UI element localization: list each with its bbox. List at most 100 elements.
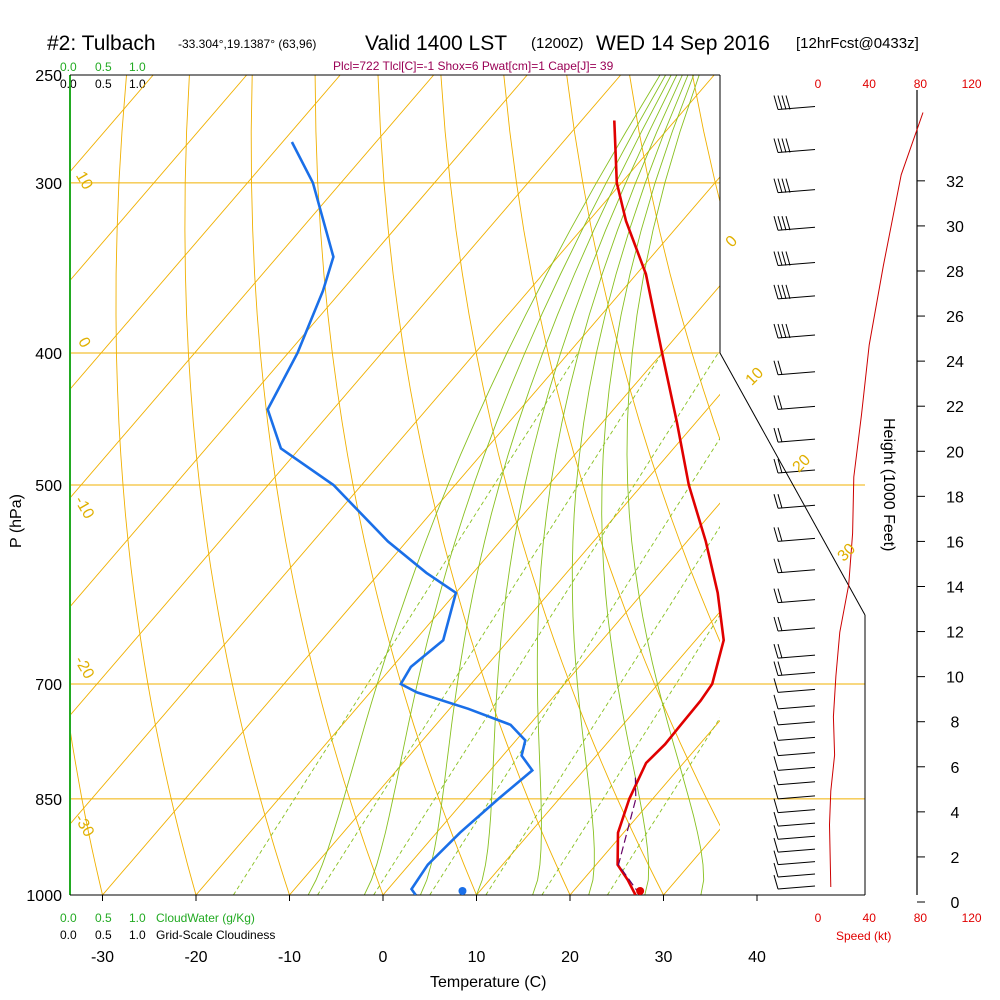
barb-flag-2-1 bbox=[777, 178, 783, 193]
barb-shaft-16 bbox=[777, 654, 816, 659]
moist-adiabat-7 bbox=[626, 75, 705, 895]
h-tick-26: 26 bbox=[946, 309, 964, 326]
station-coords: -33.304°,19.1387° (63,96) bbox=[178, 37, 316, 51]
barb-shaft-30 bbox=[777, 861, 816, 866]
h-tick-28: 28 bbox=[946, 264, 964, 281]
cw-top-0: 0.0 bbox=[60, 60, 77, 74]
barb-flag-0-2 bbox=[781, 95, 787, 110]
isotherm--10 bbox=[289, 393, 720, 895]
h-tick-2: 2 bbox=[951, 850, 960, 867]
cl-bot-1: 1.0 bbox=[129, 928, 146, 942]
p-tick-700: 700 bbox=[35, 677, 62, 694]
isotherm-label-0: 10 bbox=[72, 169, 96, 193]
barb-shaft-17 bbox=[777, 672, 816, 677]
mixing-line-0 bbox=[233, 352, 579, 895]
barb-shaft-18 bbox=[777, 688, 816, 693]
barb-flag-2-0 bbox=[773, 178, 779, 193]
barb-flag-14-0 bbox=[773, 588, 779, 603]
barb-flag-1-3 bbox=[785, 138, 791, 153]
adiabat--30 bbox=[70, 726, 103, 895]
isotherm--50 bbox=[70, 75, 622, 717]
barb-flag-1-2 bbox=[781, 138, 787, 153]
axis-labels: -30 -20 -10 0 10 20 30 400246810121416182022242… bbox=[71, 77, 982, 966]
barb-flag-19-0 bbox=[773, 694, 779, 709]
h-tick-10: 10 bbox=[946, 670, 964, 687]
isotherm-0 bbox=[382, 502, 720, 895]
series-temperature bbox=[613, 120, 726, 895]
barb-shaft-26 bbox=[777, 809, 816, 814]
moist-adiabat-3 bbox=[476, 75, 678, 895]
adiabat--20 bbox=[115, 75, 197, 895]
barb-shaft-21 bbox=[777, 736, 816, 741]
adiabat--10 bbox=[184, 75, 290, 895]
barb-flag-2-3 bbox=[785, 178, 791, 193]
barb-flag-6-2 bbox=[781, 323, 787, 339]
forecast-info: [12hrFcst@0433z] bbox=[796, 35, 919, 52]
h-tick-4: 4 bbox=[951, 805, 960, 822]
barb-shaft-4 bbox=[777, 262, 816, 267]
h-tick-8: 8 bbox=[951, 715, 960, 732]
barb-shaft-6 bbox=[777, 334, 816, 339]
series-dewpoint bbox=[266, 141, 535, 895]
barb-flag-23-0 bbox=[773, 756, 779, 771]
mixing-ratio-lines: 1 2 3 5 8 12 20 bbox=[233, 75, 720, 923]
barb-flag-12-0 bbox=[773, 527, 779, 542]
isotherm--60 bbox=[70, 75, 528, 608]
barb-flag-16-0 bbox=[773, 643, 779, 659]
moist-adiabat-6 bbox=[601, 75, 695, 895]
barb-shaft-10 bbox=[777, 469, 816, 474]
speed-top-0: 0 bbox=[815, 77, 822, 91]
barb-shaft-27 bbox=[777, 822, 816, 827]
barb-flag-17-1 bbox=[777, 661, 783, 676]
mixing-line-5 bbox=[541, 614, 720, 895]
x-tick--30: -30 bbox=[91, 949, 114, 966]
barb-flag-11-0 bbox=[773, 494, 779, 509]
barb-flag-32-0 bbox=[773, 874, 779, 890]
h-tick-12: 12 bbox=[946, 625, 964, 642]
series-parcel bbox=[617, 777, 641, 895]
sounding-series bbox=[266, 120, 726, 895]
barb-shaft-1 bbox=[777, 149, 816, 154]
mixing-label-5: 5 bbox=[415, 904, 432, 921]
surface-temp-dot bbox=[636, 887, 645, 895]
isotherm-label-2: -10 bbox=[71, 493, 97, 522]
x-tick-0: 0 bbox=[379, 949, 388, 966]
barb-flag-10-0 bbox=[773, 458, 779, 474]
barb-flag-13-0 bbox=[773, 558, 779, 573]
right-edge-diagonal bbox=[719, 352, 866, 616]
isotherm-label-4: -30 bbox=[71, 811, 97, 840]
h-tick-14: 14 bbox=[946, 579, 964, 596]
barb-flag-3-0 bbox=[773, 216, 779, 231]
p-tick-850: 850 bbox=[35, 792, 62, 809]
wind-speed-profile bbox=[828, 112, 924, 888]
cloudiness-label: Grid-Scale Cloudiness bbox=[156, 928, 275, 942]
barb-shaft-8 bbox=[777, 405, 816, 410]
h-tick-30: 30 bbox=[946, 219, 964, 236]
valid-time: Valid 1400 LST bbox=[365, 32, 507, 55]
mixing-label-3: 3 bbox=[352, 904, 369, 921]
barb-flag-7-1 bbox=[777, 360, 783, 375]
speed-bot-120: 120 bbox=[962, 911, 982, 925]
barb-flag-1-1 bbox=[777, 138, 783, 153]
barb-flag-20-0 bbox=[773, 710, 779, 725]
mixing-label-12: 12 bbox=[534, 901, 556, 923]
barb-flag-31-0 bbox=[773, 862, 779, 878]
barb-flag-9-0 bbox=[773, 427, 779, 443]
barb-shaft-5 bbox=[777, 295, 816, 300]
p-tick-400: 400 bbox=[35, 346, 62, 363]
isotherm-50 bbox=[851, 75, 1000, 895]
barb-flag-4-2 bbox=[781, 251, 787, 266]
plot-frame bbox=[69, 74, 918, 896]
isotherm--80 bbox=[70, 75, 341, 390]
barb-flag-12-1 bbox=[777, 527, 783, 542]
barb-shaft-3 bbox=[777, 226, 816, 231]
speed-axis-title: Speed (kt) bbox=[836, 929, 891, 943]
h-tick-0: 0 bbox=[951, 895, 960, 912]
barb-flag-0-1 bbox=[777, 95, 783, 110]
barb-flag-2-2 bbox=[781, 178, 787, 193]
barb-shaft-32 bbox=[777, 885, 816, 890]
x-tick-30: 30 bbox=[655, 949, 673, 966]
isotherm-label-3: -20 bbox=[71, 653, 97, 682]
